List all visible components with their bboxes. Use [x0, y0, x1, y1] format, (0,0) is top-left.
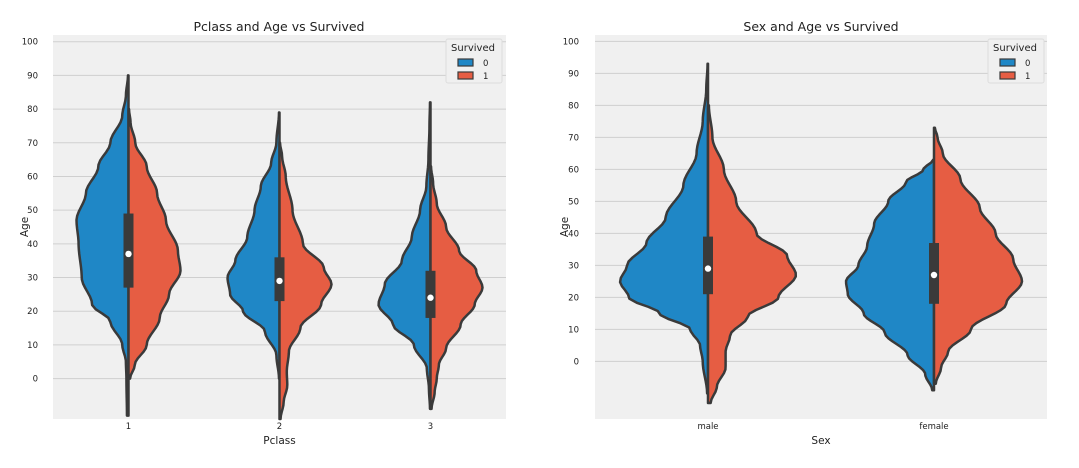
violin-half-survived-1 — [706, 104, 798, 405]
legend-swatch-0 — [999, 58, 1016, 67]
y-tick-label: 10 — [27, 341, 38, 351]
y-tick-label: 70 — [568, 133, 579, 143]
y-tick-label: 30 — [27, 274, 38, 284]
y-axis-label: Age — [559, 217, 571, 237]
x-tick-label: female — [919, 422, 948, 432]
x-tick-label: 3 — [428, 422, 433, 432]
y-tick-label: 60 — [568, 165, 579, 175]
legend-label: 1 — [483, 72, 488, 82]
y-tick-label: 30 — [568, 261, 579, 271]
violin-half-survived-1 — [127, 107, 182, 380]
legend-label: 1 — [1025, 72, 1030, 82]
y-axis-label: Age — [19, 217, 31, 237]
legend-swatch-1 — [457, 71, 474, 80]
y-tick-label: 100 — [563, 37, 579, 47]
y-tick-label: 50 — [568, 197, 579, 207]
violin-half-survived-0 — [226, 111, 281, 380]
violin-half-survived-0 — [618, 62, 710, 395]
violin-half-survived-1 — [932, 126, 1024, 386]
y-tick-label: 20 — [27, 307, 38, 317]
median-marker — [930, 271, 938, 279]
violin-1 — [75, 74, 182, 417]
legend-label: 0 — [1025, 59, 1030, 69]
y-tick-label: 80 — [568, 101, 579, 111]
y-tick-label: 0 — [33, 375, 38, 385]
y-tick-label: 60 — [27, 172, 38, 182]
box-iqr — [123, 213, 134, 288]
violin-half-survived-0 — [75, 74, 130, 417]
violin-female — [844, 126, 1024, 392]
x-axis-label: Sex — [811, 435, 830, 447]
legend-label: 0 — [483, 59, 488, 69]
x-tick-label: 2 — [277, 422, 282, 432]
y-tick-label: 40 — [568, 229, 579, 239]
legend-swatch-0 — [457, 58, 474, 67]
legend: Survived 0 1 — [445, 38, 503, 84]
median-marker — [276, 277, 283, 285]
violin-half-survived-1 — [429, 165, 484, 411]
median-marker — [427, 294, 434, 301]
y-tick-label: 50 — [27, 206, 38, 216]
violin-male — [618, 62, 798, 405]
box-iqr — [425, 270, 436, 318]
y-tick-label: 90 — [27, 71, 38, 81]
legend-title: Survived — [993, 43, 1037, 54]
median-marker — [125, 250, 132, 258]
violin-half-survived-1 — [278, 141, 333, 421]
legend-title: Survived — [451, 43, 495, 54]
chart-title: Pclass and Age vs Survived — [194, 19, 365, 34]
y-tick-label: 80 — [27, 105, 38, 115]
violin-3 — [377, 101, 484, 411]
y-tick-label: 0 — [574, 357, 579, 367]
x-axis-label: Pclass — [263, 435, 295, 447]
violin-half-survived-0 — [844, 158, 936, 392]
y-tick-label: 20 — [568, 293, 579, 303]
x-tick-label: 1 — [126, 422, 131, 432]
y-tick-label: 40 — [27, 240, 38, 250]
violin-half-survived-0 — [377, 101, 432, 411]
y-tick-label: 100 — [22, 38, 38, 48]
violin-2 — [226, 111, 333, 421]
y-tick-label: 10 — [568, 325, 579, 335]
median-marker — [704, 265, 712, 272]
legend: Survived 0 1 — [987, 38, 1045, 84]
x-tick-label: male — [697, 422, 718, 432]
legend-swatch-1 — [999, 71, 1016, 80]
y-tick-label: 90 — [568, 69, 579, 79]
y-tick-label: 70 — [27, 139, 38, 149]
chart-title: Sex and Age vs Survived — [743, 19, 898, 34]
